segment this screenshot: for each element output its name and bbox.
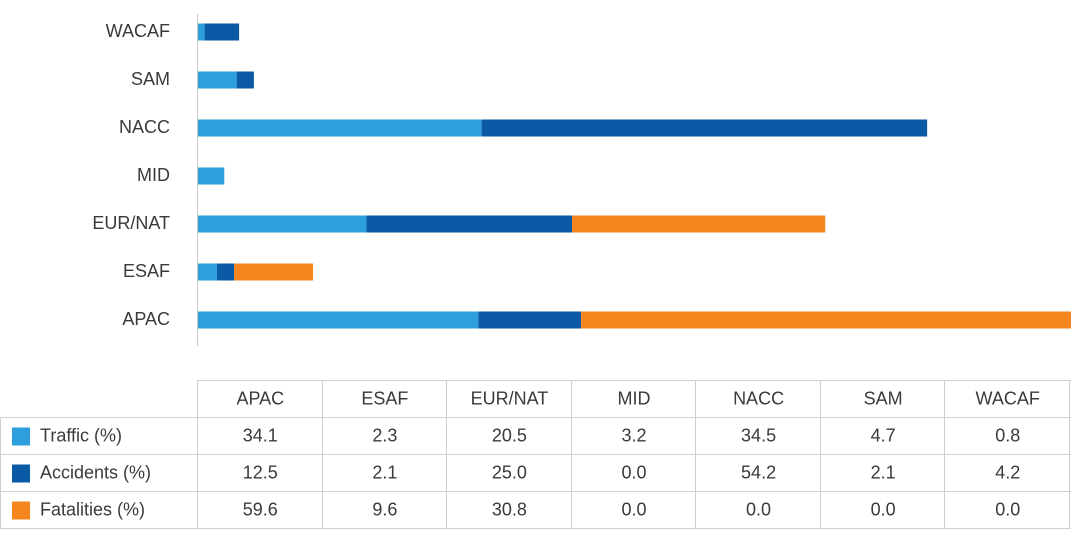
bar: [198, 215, 367, 233]
table-header: MID: [618, 388, 651, 408]
table-cell: 9.6: [372, 499, 397, 519]
legend-swatch: [12, 501, 30, 520]
table-cell: 4.7: [871, 425, 896, 445]
table-cell: 12.5: [243, 462, 278, 482]
table-cell: 2.1: [372, 462, 397, 482]
table-cell: 0.0: [871, 499, 896, 519]
table-cell: 0.0: [621, 499, 646, 519]
table-cell: 2.1: [871, 462, 896, 482]
table-header: EUR/NAT: [471, 388, 549, 408]
y-tick-label: SAM: [131, 69, 170, 89]
table-cell: 59.6: [243, 499, 278, 519]
table-cell: 0.0: [746, 499, 771, 519]
table-cell: 0.0: [995, 499, 1020, 519]
bar: [198, 119, 482, 137]
table-cell: 34.1: [243, 425, 278, 445]
table-cell: 54.2: [741, 462, 776, 482]
bar: [198, 311, 479, 329]
legend-label: Traffic (%): [40, 425, 122, 445]
table-cell: 4.2: [995, 462, 1020, 482]
table-header: WACAF: [976, 388, 1040, 408]
y-tick-label: APAC: [122, 309, 170, 329]
legend-label: Accidents (%): [40, 462, 151, 482]
table-cell: 0.8: [995, 425, 1020, 445]
bar: [478, 311, 582, 329]
table-header: APAC: [236, 388, 284, 408]
table-cell: 3.2: [621, 425, 646, 445]
bar: [198, 167, 225, 185]
bar: [572, 215, 826, 233]
table-cell: 30.8: [492, 499, 527, 519]
legend-swatch: [12, 464, 30, 483]
table-header: NACC: [733, 388, 784, 408]
bar: [366, 215, 573, 233]
bar: [481, 119, 928, 137]
y-tick-label: ESAF: [123, 261, 170, 281]
bar: [204, 23, 240, 41]
bar: [581, 311, 1071, 329]
table-cell: 25.0: [492, 462, 527, 482]
bar: [234, 263, 314, 281]
bar: [198, 23, 205, 41]
bar: [236, 71, 254, 89]
y-tick-label: MID: [137, 165, 170, 185]
y-tick-label: EUR/NAT: [92, 213, 170, 233]
table-header: ESAF: [361, 388, 408, 408]
bar: [198, 71, 237, 89]
table-cell: 20.5: [492, 425, 527, 445]
table-header: SAM: [864, 388, 903, 408]
y-tick-label: NACC: [119, 117, 170, 137]
bar: [198, 263, 217, 281]
table-cell: 2.3: [372, 425, 397, 445]
legend-label: Fatalities (%): [40, 499, 145, 519]
table-cell: 34.5: [741, 425, 776, 445]
table-cell: 0.0: [621, 462, 646, 482]
bar: [216, 263, 235, 281]
y-tick-label: WACAF: [106, 21, 170, 41]
legend-swatch: [12, 427, 30, 446]
